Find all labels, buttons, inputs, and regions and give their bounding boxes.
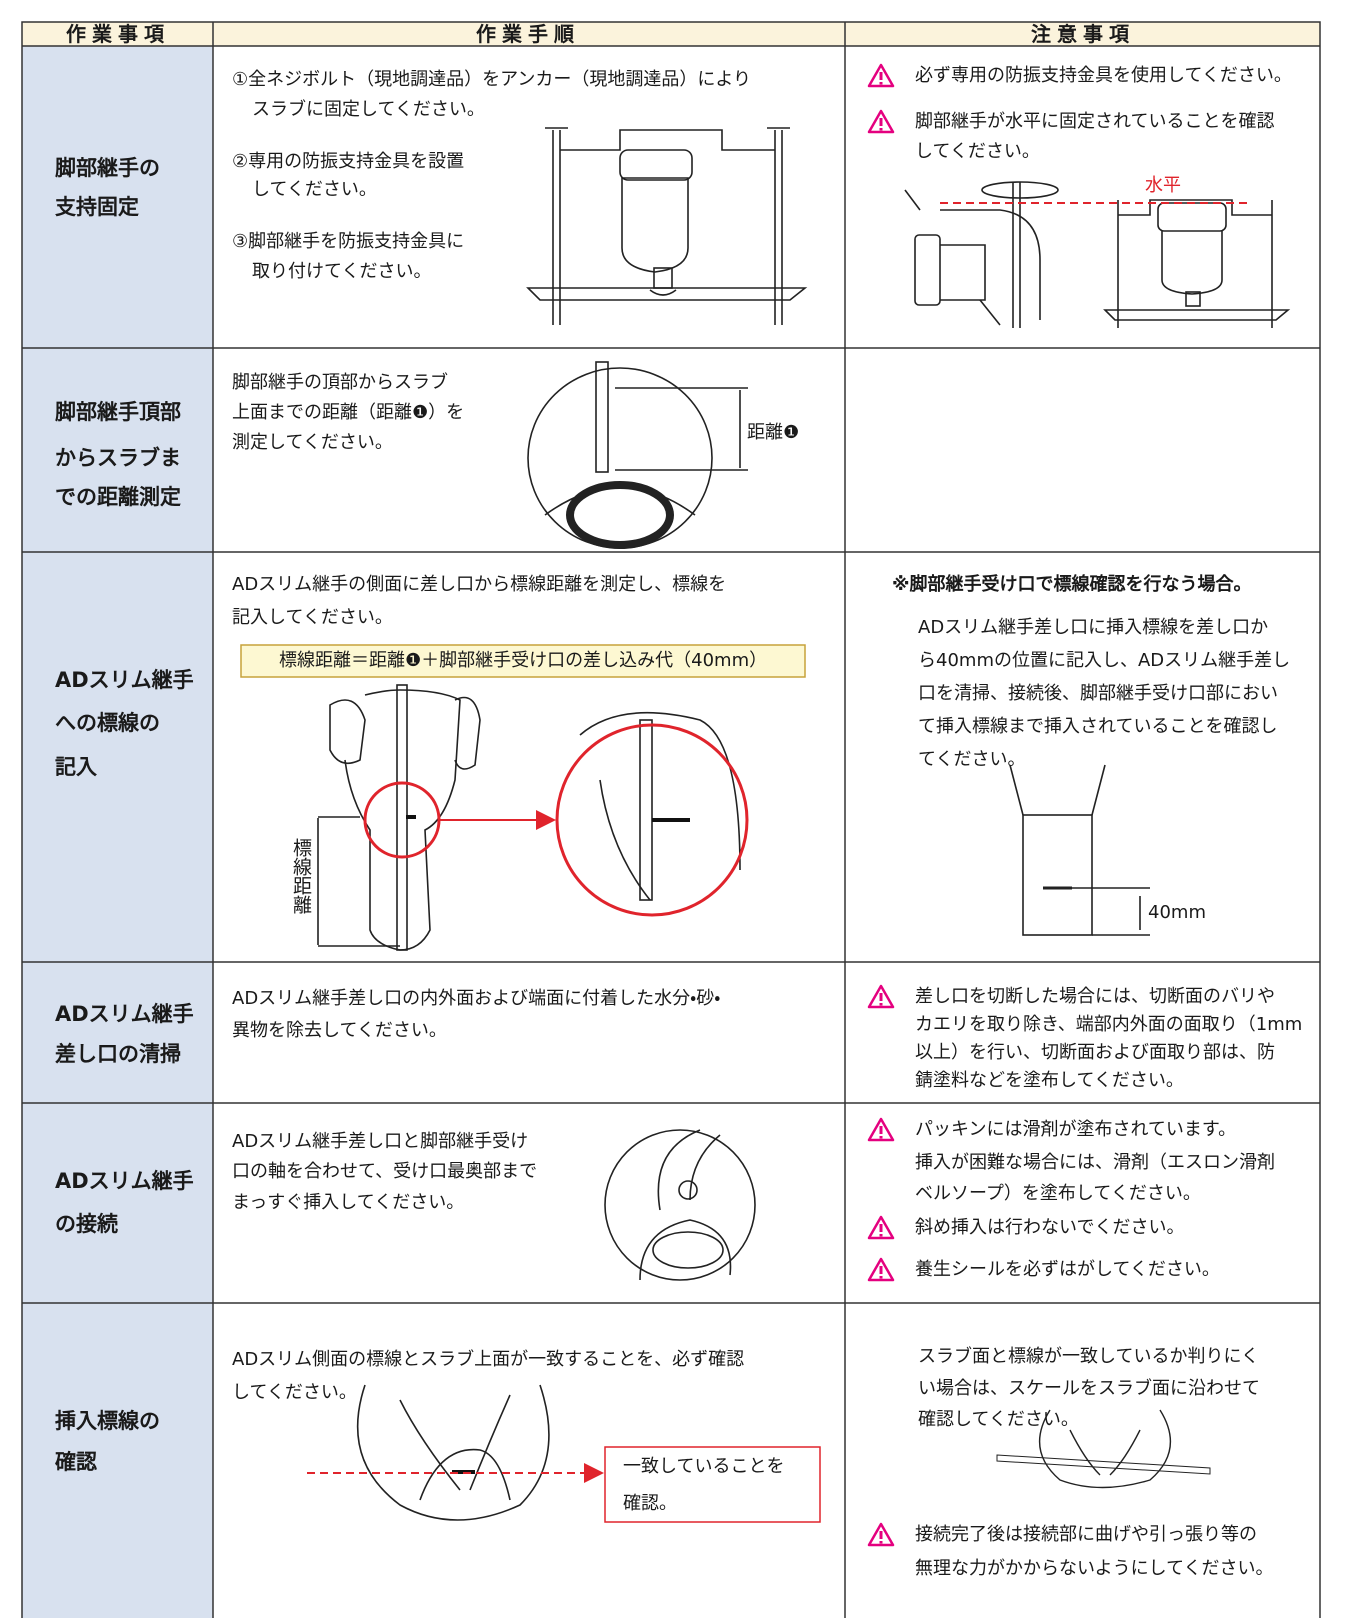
procedure-text: ②専用の防振支持金具を設置 — [232, 151, 465, 172]
callout-box — [604, 1446, 821, 1523]
note-heading: ※脚部継手受け口で標線確認を行なう場合。 — [892, 574, 1252, 595]
scale-figure — [996, 1409, 1211, 1489]
note-text: 口を清掃、接続後、脚部継手受け口部におい — [918, 683, 1278, 704]
callout-text: 確認。 — [623, 1493, 677, 1514]
caution-text: 錆塗料などを塗布してください。 — [915, 1070, 1184, 1091]
note-text: ら40mmの位置に記入し、ADスリム継手差し — [918, 650, 1291, 671]
procedure-text: 上面までの距離（距離❶）を — [232, 402, 465, 423]
figure-label: 距離❶ — [747, 422, 800, 443]
caution-text: 斜め挿入は行わないでください。 — [915, 1217, 1185, 1238]
item-text: への標線の — [55, 711, 160, 735]
caution-text: 無理な力がかからないようにしてください。 — [915, 1558, 1274, 1579]
warning-icon — [867, 109, 895, 134]
formula-box — [240, 644, 806, 678]
procedure-text: してください。 — [232, 1382, 357, 1403]
warning-icon — [867, 1215, 895, 1240]
figure-label: 40mm — [1148, 902, 1206, 923]
procedure-text: 測定してください。 — [232, 432, 393, 453]
insert-figure — [604, 1129, 756, 1281]
caution-text: 必ず専用の防振支持金具を使用してください。 — [915, 65, 1292, 86]
caution-text: 挿入が困難な場合には、滑剤（エスロン滑剤 — [915, 1152, 1275, 1173]
formula-text: 標線距離＝距離❶＋脚部継手受け口の差し込み代（40mm） — [279, 650, 768, 671]
callout-text: 一致していることを — [623, 1456, 785, 1477]
procedure-text: ①全ネジボルト（現地調達品）をアンカー（現地調達品）により — [232, 69, 752, 90]
caution-text: してください。 — [915, 141, 1040, 162]
item-text: 支持固定 — [55, 195, 139, 219]
note-text: い場合は、スケールをスラブ面に沿わせて — [918, 1378, 1260, 1399]
item-text: ADスリム継手 — [55, 668, 194, 692]
caution-text: パッキンには滑剤が塗布されています。 — [915, 1119, 1237, 1140]
item-text: 脚部継手頂部 — [55, 400, 181, 424]
note-text: 確認してください。 — [918, 1409, 1079, 1430]
header-cell: 注意事項 — [1031, 22, 1135, 46]
item-column-bg — [22, 46, 213, 1618]
procedure-text: 記入してください。 — [232, 607, 393, 628]
procedure-text: ADスリム側面の標線とスラブ上面が一致することを、必ず確認 — [232, 1349, 745, 1370]
icons — [867, 63, 895, 1547]
item-text: での距離測定 — [55, 485, 181, 509]
item-text: 挿入標線の — [55, 1409, 160, 1433]
caution-text: 以上）を行い、切断面および面取り部は、防 — [915, 1042, 1275, 1063]
item-text: ADスリム継手 — [55, 1002, 194, 1026]
note-text: スラブ面と標線が一致しているか判りにく — [918, 1346, 1260, 1367]
item-text: 差し口の清掃 — [55, 1042, 181, 1066]
caution-text: カエリを取り除き、端部内外面の面取り（1mm — [915, 1014, 1303, 1035]
caution-text: ベルソープ）を塗布してください。 — [915, 1183, 1201, 1204]
grid — [21, 21, 1321, 1618]
socket-figure — [1009, 764, 1150, 936]
item-text: 脚部継手の — [55, 156, 160, 180]
procedure-text: ③脚部継手を防振支持金具に — [232, 231, 465, 252]
procedure-text: 口の軸を合わせて、受け口最奥部まで — [232, 1161, 538, 1182]
note-text: て挿入標線まで挿入されていることを確認し — [918, 716, 1278, 737]
procedure-text: してください。 — [252, 179, 377, 200]
procedure-text: ADスリム継手差し口の内外面および端面に付着した水分・砂・ — [232, 988, 721, 1009]
procedure-text: ADスリム継手の側面に差し口から標線距離を測定し、標線を — [232, 574, 727, 595]
warning-icon — [867, 1117, 895, 1142]
level-figure — [904, 181, 1291, 328]
item-text: 記入 — [55, 755, 97, 779]
header-bg — [22, 22, 1320, 46]
item-text: ADスリム継手 — [55, 1169, 194, 1193]
caution-text: 脚部継手が水平に固定されていることを確認 — [915, 111, 1275, 132]
procedure-text: まっすぐ挿入してください。 — [232, 1192, 465, 1213]
item-text: の接続 — [55, 1212, 118, 1236]
warning-icon — [867, 63, 895, 88]
note-text: てください。 — [918, 749, 1026, 770]
caution-text: 差し口を切断した場合には、切断面のバリや — [915, 986, 1275, 1007]
zoom-circle — [555, 723, 749, 917]
warning-icon — [867, 984, 895, 1009]
item-text: からスラブま — [55, 446, 181, 470]
distance-figure — [527, 361, 748, 549]
procedure-text: 脚部継手の頂部からスラブ — [232, 372, 448, 393]
note-text: ADスリム継手差し口に挿入標線を差し口か — [918, 617, 1269, 638]
procedure-text: ADスリム継手差し口と脚部継手受け — [232, 1131, 529, 1152]
header-cell: 作業手順 — [476, 22, 580, 46]
procedure-text: 異物を除去してください。 — [232, 1020, 447, 1041]
warning-icon — [867, 1257, 895, 1282]
warning-icon — [867, 1522, 895, 1547]
check-figure — [356, 1384, 550, 1521]
figure-label: 標線距離 — [290, 838, 312, 914]
zoom-circle — [363, 781, 441, 859]
item-text: 確認 — [55, 1450, 97, 1474]
procedure-text: 取り付けてください。 — [252, 261, 432, 282]
hanger-figure — [526, 127, 808, 325]
caution-text: 養生シールを必ずはがしてください。 — [915, 1259, 1220, 1280]
caution-text: 接続完了後は接続部に曲げや引っ張り等の — [915, 1524, 1257, 1545]
procedure-text: スラブに固定してください。 — [252, 99, 485, 120]
figure-label: 水平 — [1145, 175, 1181, 196]
header-cell: 作業事項 — [66, 22, 170, 46]
